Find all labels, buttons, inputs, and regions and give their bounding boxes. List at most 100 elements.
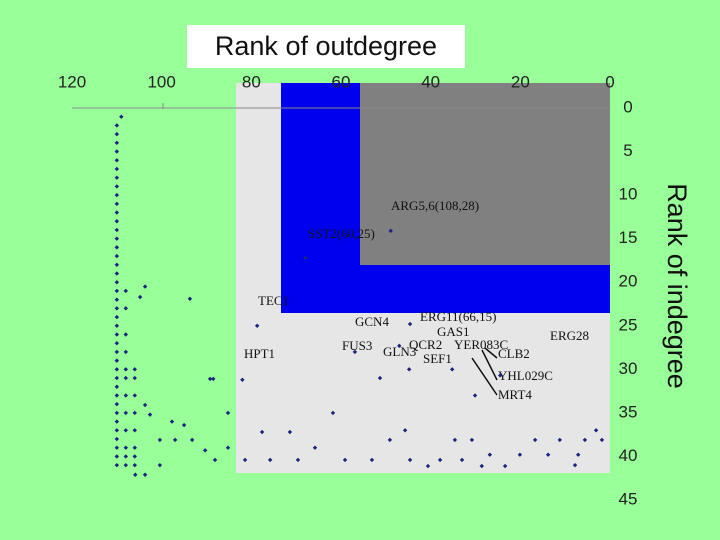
point <box>114 367 120 372</box>
point <box>123 462 128 468</box>
point <box>132 428 137 433</box>
point <box>114 192 120 198</box>
point <box>142 472 148 477</box>
title-box <box>187 25 465 68</box>
annotation: QCR2 <box>409 337 442 352</box>
point <box>114 436 120 442</box>
point <box>114 140 120 146</box>
point <box>242 457 248 463</box>
point <box>254 323 260 328</box>
point <box>123 306 128 311</box>
point <box>267 457 273 463</box>
point <box>472 393 478 398</box>
point <box>452 437 458 443</box>
point <box>123 445 128 450</box>
annotation: HPT1 <box>244 346 275 361</box>
point <box>114 428 120 433</box>
point <box>114 166 120 172</box>
annotation: TEC1 <box>258 293 289 308</box>
y-tick-label: 40 <box>619 446 638 465</box>
point <box>157 462 163 468</box>
point <box>575 452 581 457</box>
point <box>189 437 195 443</box>
point <box>407 321 413 327</box>
x-tick-label: 60 <box>332 72 351 91</box>
point <box>114 175 120 180</box>
point <box>123 349 128 355</box>
point <box>369 457 375 463</box>
point <box>425 463 431 469</box>
point <box>123 410 128 416</box>
point <box>377 375 383 381</box>
point <box>123 332 128 337</box>
point <box>114 410 120 416</box>
annotation: ERG11(66,15) <box>420 309 496 324</box>
arrow <box>484 347 498 359</box>
point <box>211 376 216 382</box>
point <box>114 201 120 207</box>
region-inner <box>360 83 610 265</box>
point <box>487 452 493 457</box>
arrows <box>471 347 498 396</box>
point <box>132 393 137 398</box>
point <box>287 429 293 435</box>
point <box>532 437 538 443</box>
point <box>114 323 120 328</box>
point <box>114 314 120 320</box>
point <box>342 457 348 463</box>
y-axis-label: Rank of indegree <box>662 183 692 389</box>
point <box>295 457 301 463</box>
point <box>207 376 213 382</box>
annotation: CLB2 <box>498 346 530 361</box>
point <box>123 393 128 398</box>
point <box>352 349 358 355</box>
y-tick-label: 5 <box>623 141 632 160</box>
point <box>132 375 137 381</box>
point <box>114 393 120 398</box>
arrow <box>471 357 498 396</box>
point <box>114 253 120 259</box>
point <box>114 158 120 163</box>
point <box>114 349 120 355</box>
arrow <box>481 349 498 381</box>
point <box>387 437 393 443</box>
point <box>437 457 443 463</box>
point <box>497 373 503 378</box>
point <box>123 288 128 294</box>
point <box>114 297 120 302</box>
point <box>582 437 588 443</box>
annotation: SST2(60,25) <box>308 226 375 241</box>
annotation: ERG28 <box>550 328 589 343</box>
point <box>137 294 143 300</box>
x-tick-label: 40 <box>421 72 440 91</box>
point <box>545 452 551 457</box>
point <box>517 452 523 457</box>
point <box>119 114 124 119</box>
point <box>599 437 605 443</box>
x-tick-label: 80 <box>242 72 261 91</box>
point <box>114 236 120 241</box>
point <box>114 332 120 337</box>
point <box>302 255 308 261</box>
point <box>123 428 128 433</box>
point <box>123 375 128 381</box>
point <box>142 284 148 289</box>
annotation: YER083C <box>454 337 508 352</box>
point <box>114 227 120 233</box>
point <box>459 457 465 463</box>
point <box>406 367 412 372</box>
point <box>133 472 138 477</box>
point <box>114 375 120 381</box>
point <box>114 149 120 154</box>
point <box>572 462 578 468</box>
y-tick-label: 15 <box>619 228 638 247</box>
point <box>114 419 120 424</box>
y-tick-label: 30 <box>619 359 638 378</box>
point <box>407 457 413 463</box>
point <box>114 271 120 276</box>
point <box>123 367 128 372</box>
point <box>114 280 120 285</box>
y-tick-label: 0 <box>623 97 632 116</box>
y-tick-label: 20 <box>619 272 638 291</box>
chart-title: Rank of outdegree <box>215 31 437 61</box>
